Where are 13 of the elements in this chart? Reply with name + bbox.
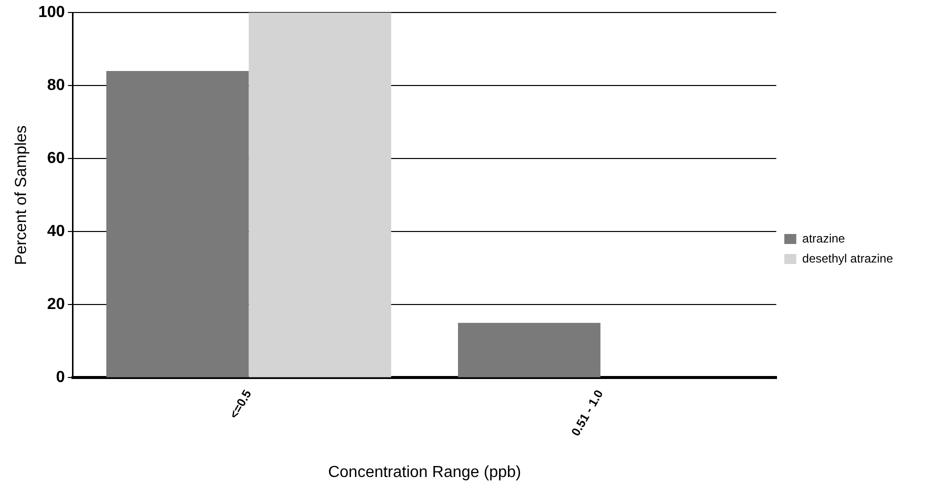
y-tick-label: 60: [47, 150, 65, 168]
y-tick-label: 80: [47, 77, 65, 94]
y-tick-label: 100: [38, 4, 65, 22]
y-tick-label: 20: [47, 296, 65, 314]
bar: [458, 322, 600, 378]
legend-label: desethyl atrazine: [802, 251, 894, 266]
bar: [106, 71, 249, 378]
y-tick-label: 0: [56, 369, 65, 386]
bar: [248, 12, 392, 378]
x-axis-title: Concentration Range (ppb): [328, 464, 522, 481]
y-tick-label: 40: [47, 223, 65, 240]
legend-label: atrazine: [802, 231, 846, 246]
y-axis-title: Percent of Samples: [13, 125, 30, 265]
